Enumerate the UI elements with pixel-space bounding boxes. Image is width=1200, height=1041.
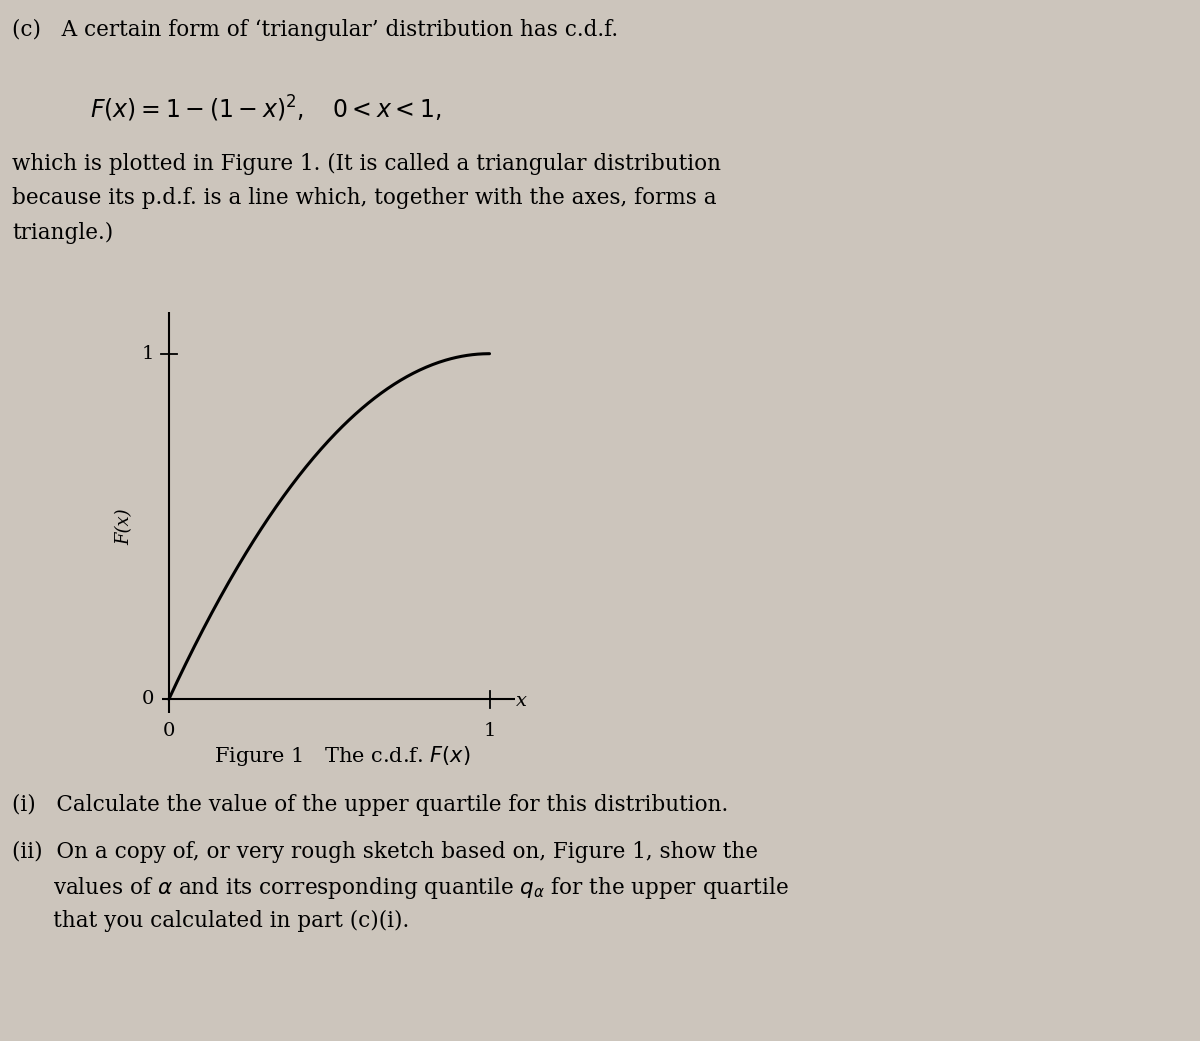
Text: which is plotted in Figure 1. (It is called a triangular distribution: which is plotted in Figure 1. (It is cal… xyxy=(12,153,721,175)
Text: 1: 1 xyxy=(142,345,155,362)
Text: triangle.): triangle.) xyxy=(12,222,113,244)
Text: $F(x) = 1 - (1-x)^2, \quad 0 < x < 1,$: $F(x) = 1 - (1-x)^2, \quad 0 < x < 1,$ xyxy=(90,94,442,124)
Text: values of $\alpha$ and its corresponding quantile $q_\alpha$ for the upper quart: values of $\alpha$ and its corresponding… xyxy=(12,875,788,902)
Text: 0: 0 xyxy=(163,721,175,740)
Text: F(x): F(x) xyxy=(115,508,133,544)
Text: (ii)  On a copy of, or very rough sketch based on, Figure 1, show the: (ii) On a copy of, or very rough sketch … xyxy=(12,841,758,863)
Text: (c)   A certain form of ‘triangular’ distribution has c.d.f.: (c) A certain form of ‘triangular’ distr… xyxy=(12,19,618,41)
Text: Figure 1   The c.d.f. $F(x)$: Figure 1 The c.d.f. $F(x)$ xyxy=(214,744,470,768)
Text: (i)   Calculate the value of the upper quartile for this distribution.: (i) Calculate the value of the upper qua… xyxy=(12,794,728,816)
Text: x: x xyxy=(516,692,527,710)
Text: 1: 1 xyxy=(484,721,496,740)
Text: 0: 0 xyxy=(142,690,155,708)
Text: because its p.d.f. is a line which, together with the axes, forms a: because its p.d.f. is a line which, toge… xyxy=(12,187,716,209)
Text: that you calculated in part (c)(i).: that you calculated in part (c)(i). xyxy=(12,910,409,932)
